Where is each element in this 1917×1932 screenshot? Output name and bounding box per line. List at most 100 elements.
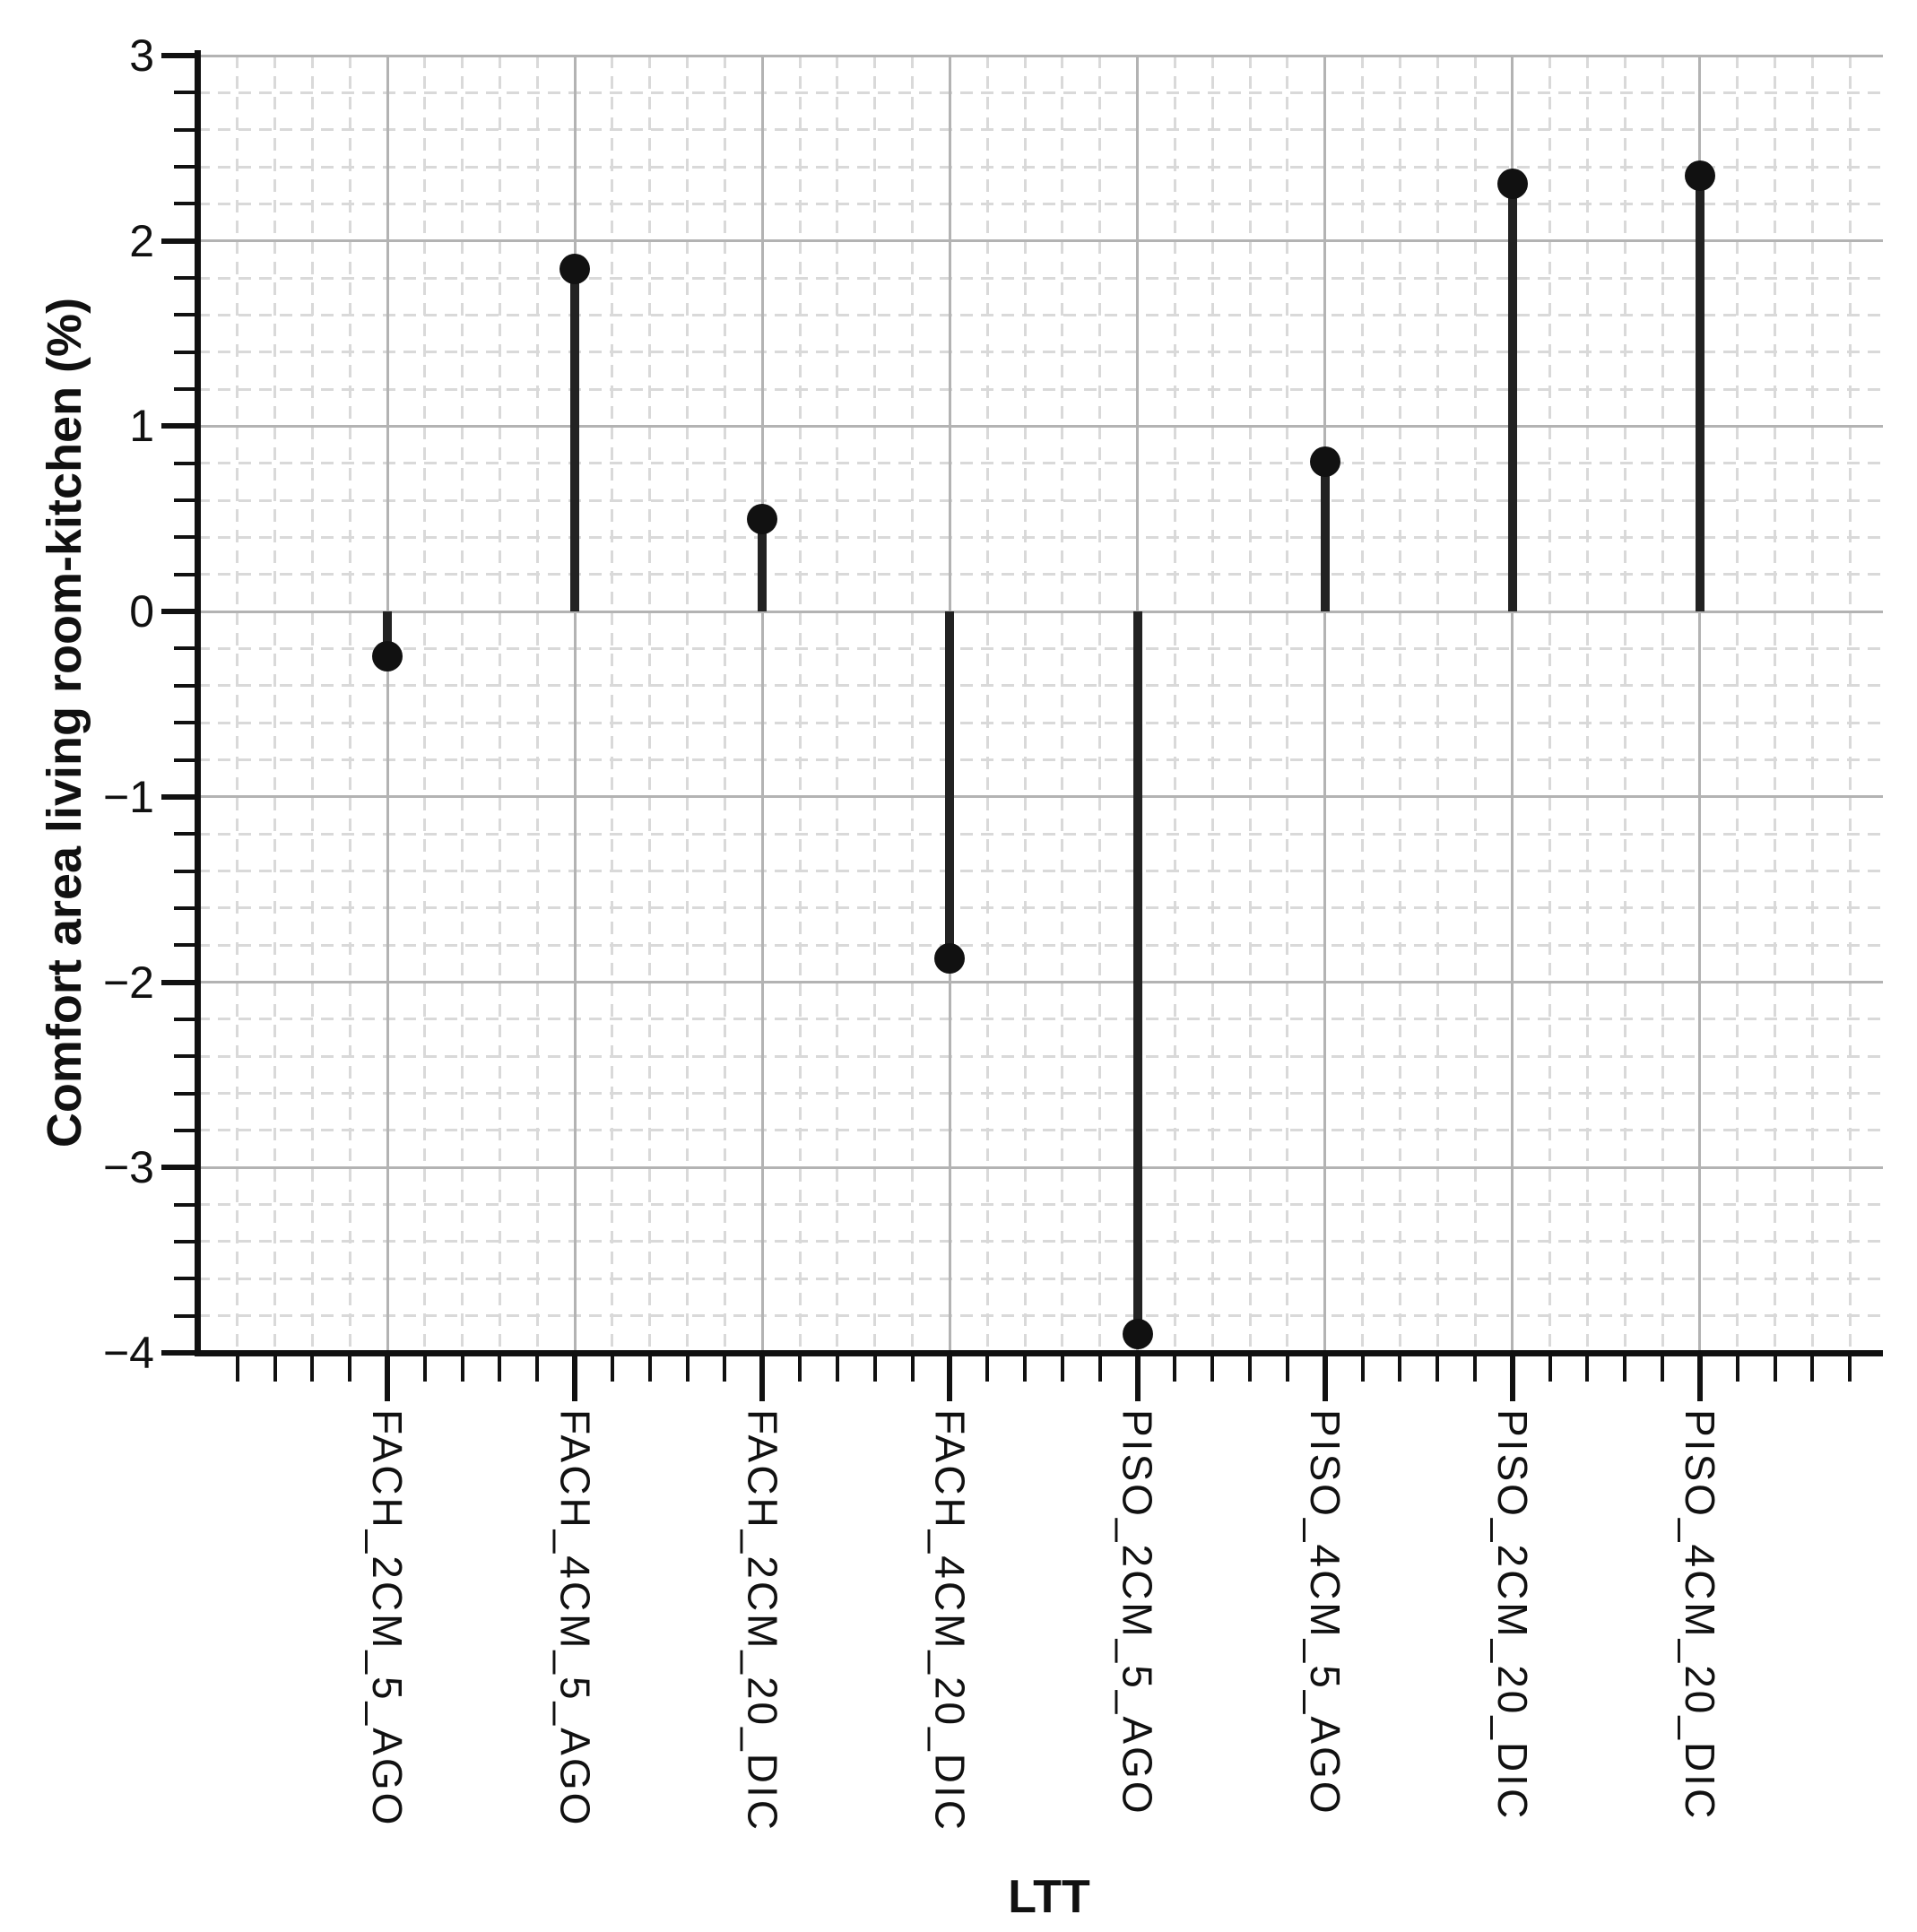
- x-tick-minor: [872, 1353, 877, 1382]
- y-gridline-minor: [197, 1314, 1883, 1318]
- stem: [383, 611, 392, 656]
- y-tick-minor: [174, 943, 197, 948]
- x-gridline-minor: [1098, 56, 1102, 1353]
- x-tick-minor: [460, 1353, 464, 1382]
- x-tick-minor: [1248, 1353, 1253, 1382]
- x-gridline-minor: [1210, 56, 1214, 1353]
- y-tick-label: −2: [102, 957, 154, 1008]
- y-tick-minor: [174, 1128, 197, 1132]
- y-tick-minor: [174, 1017, 197, 1021]
- y-tick-minor: [174, 721, 197, 725]
- y-gridline-minor: [197, 1277, 1883, 1280]
- x-tick-minor: [422, 1353, 427, 1382]
- y-gridline-minor: [197, 91, 1883, 94]
- x-gridline-major: [386, 56, 389, 1353]
- y-axis-title: Comfort area living room-kitchen (%): [38, 297, 91, 1148]
- x-tick-minor: [1810, 1353, 1815, 1382]
- y-gridline-minor: [197, 832, 1883, 836]
- x-tick-minor: [1210, 1353, 1215, 1382]
- y-gridline-minor: [197, 721, 1883, 724]
- x-tick-major: [1134, 1353, 1141, 1401]
- y-tick-minor: [174, 127, 197, 132]
- x-gridline-minor: [1361, 56, 1365, 1353]
- x-gridline-minor: [1774, 56, 1777, 1353]
- y-gridline-minor: [197, 870, 1883, 873]
- data-point-marker: [1684, 160, 1715, 192]
- x-tick-minor: [835, 1353, 839, 1382]
- x-tick-minor: [1773, 1353, 1777, 1382]
- x-tick-major: [1509, 1353, 1515, 1401]
- x-tick-minor: [1360, 1353, 1365, 1382]
- x-gridline-minor: [1473, 56, 1477, 1353]
- x-gridline-minor: [1736, 56, 1739, 1353]
- x-gridline-minor: [1848, 56, 1852, 1353]
- y-tick-minor: [174, 387, 197, 392]
- x-gridline-minor: [1436, 56, 1439, 1353]
- x-tick-minor: [1661, 1353, 1665, 1382]
- x-gridline-minor: [310, 56, 314, 1353]
- x-tick-minor: [1285, 1353, 1289, 1382]
- x-tick-minor: [1097, 1353, 1102, 1382]
- y-gridline-minor: [197, 943, 1883, 947]
- x-gridline-minor: [611, 56, 614, 1353]
- x-gridline-minor: [648, 56, 652, 1353]
- x-gridline-minor: [1623, 56, 1626, 1353]
- y-gridline-major: [197, 239, 1883, 243]
- y-tick-minor: [174, 498, 197, 503]
- x-tick-minor: [535, 1353, 540, 1382]
- y-tick-label: −4: [102, 1328, 154, 1378]
- x-tick-minor: [1623, 1353, 1627, 1382]
- y-gridline-minor: [197, 1240, 1883, 1243]
- x-gridline-minor: [1548, 56, 1552, 1353]
- x-tick-minor: [910, 1353, 915, 1382]
- y-tick-major: [161, 1165, 197, 1171]
- x-gridline-minor: [723, 56, 726, 1353]
- data-point-marker: [1496, 168, 1528, 199]
- y-gridline-minor: [197, 202, 1883, 205]
- x-gridline-minor: [348, 56, 351, 1353]
- x-tick-label: PISO_2CM_5_AGO: [1114, 1409, 1161, 1816]
- y-gridline-major: [197, 1165, 1883, 1169]
- x-tick-minor: [348, 1353, 352, 1382]
- x-gridline-minor: [1398, 56, 1401, 1353]
- x-tick-minor: [798, 1353, 802, 1382]
- x-gridline-minor: [686, 56, 690, 1353]
- y-tick-label: 2: [129, 215, 154, 266]
- x-tick-minor: [273, 1353, 277, 1382]
- x-gridline-minor: [798, 56, 802, 1353]
- y-tick-label: 3: [129, 30, 154, 81]
- x-tick-label: PISO_4CM_20_DIC: [1677, 1409, 1724, 1822]
- y-gridline-major: [197, 981, 1883, 984]
- x-tick-label: FACH_4CM_5_AGO: [551, 1409, 599, 1828]
- x-tick-minor: [235, 1353, 239, 1382]
- y-tick-major: [161, 793, 197, 800]
- y-gridline-minor: [197, 1203, 1883, 1207]
- x-tick-major: [385, 1353, 390, 1401]
- x-gridline-minor: [535, 56, 539, 1353]
- y-tick-minor: [174, 1202, 197, 1207]
- y-tick-minor: [174, 1277, 197, 1281]
- x-tick-minor: [1585, 1353, 1590, 1382]
- x-gridline-major: [1698, 56, 1702, 1353]
- x-tick-major: [947, 1353, 953, 1401]
- y-tick-minor: [174, 1091, 197, 1096]
- x-tick-minor: [1398, 1353, 1402, 1382]
- y-gridline-minor: [197, 646, 1883, 650]
- x-tick-label: FACH_2CM_5_AGO: [364, 1409, 412, 1828]
- data-point-marker: [372, 640, 403, 671]
- x-tick-minor: [1173, 1353, 1177, 1382]
- y-gridline-minor: [197, 758, 1883, 761]
- x-axis-title: LTT: [1008, 1871, 1090, 1923]
- y-tick-minor: [174, 758, 197, 762]
- x-tick-label: FACH_4CM_20_DIC: [926, 1409, 974, 1832]
- x-gridline-minor: [461, 56, 464, 1353]
- y-tick-minor: [174, 1313, 197, 1318]
- y-tick-minor: [174, 276, 197, 281]
- x-tick-major: [1322, 1353, 1328, 1401]
- y-tick-minor: [174, 350, 197, 354]
- x-tick-major: [1696, 1353, 1703, 1401]
- x-tick-minor: [1436, 1353, 1440, 1382]
- x-gridline-minor: [1585, 56, 1589, 1353]
